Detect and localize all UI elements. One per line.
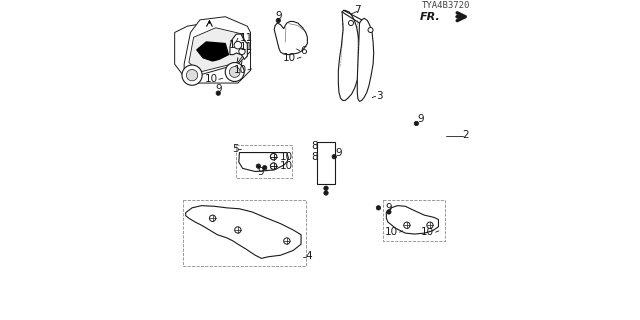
Circle shape [235,227,241,233]
Text: FR.: FR. [419,12,440,22]
Circle shape [182,65,202,85]
Polygon shape [239,153,289,172]
Polygon shape [175,23,250,83]
Text: 10: 10 [283,53,296,63]
Text: 10: 10 [280,161,293,171]
Text: 10: 10 [205,74,218,84]
Circle shape [368,28,373,33]
Polygon shape [189,28,247,72]
Text: 10: 10 [234,65,246,75]
Circle shape [376,206,381,210]
Circle shape [209,215,216,221]
Text: 9: 9 [215,84,221,94]
Circle shape [225,62,244,82]
Polygon shape [357,18,374,101]
Text: TYA4B3720: TYA4B3720 [422,1,470,10]
Text: 7: 7 [354,5,360,15]
Circle shape [239,48,245,55]
Circle shape [256,164,260,168]
Circle shape [229,67,240,77]
Text: 9: 9 [385,203,392,213]
Bar [317,142,335,183]
Text: 5: 5 [232,144,239,154]
Circle shape [332,155,337,159]
Text: 9: 9 [417,114,424,124]
Text: 10: 10 [421,227,435,237]
Text: 11: 11 [240,33,253,43]
Circle shape [414,121,419,126]
Polygon shape [387,206,438,234]
Text: 11: 11 [240,42,253,52]
Polygon shape [274,21,307,55]
Circle shape [324,186,328,190]
Text: 8: 8 [311,152,317,162]
Circle shape [262,165,267,170]
Text: 10: 10 [385,227,398,237]
Circle shape [284,238,290,244]
Polygon shape [230,34,247,59]
Text: 6: 6 [300,46,307,56]
Bar [236,145,292,178]
Circle shape [216,91,221,95]
Circle shape [427,222,433,228]
Text: 9: 9 [257,166,264,177]
Text: 8: 8 [311,141,317,151]
Circle shape [186,69,198,81]
Circle shape [324,191,328,195]
Circle shape [270,154,276,160]
Text: 9: 9 [335,148,342,157]
Text: 9: 9 [275,11,282,21]
Text: 4: 4 [306,251,312,261]
Circle shape [270,163,276,169]
Circle shape [404,222,410,228]
Text: 1: 1 [229,39,236,50]
Bar [383,200,445,241]
Text: 2: 2 [462,130,468,140]
Polygon shape [186,206,301,258]
Circle shape [234,41,242,49]
Polygon shape [184,17,250,77]
Circle shape [387,210,391,214]
Polygon shape [196,42,228,61]
Bar [182,200,306,266]
Text: 3: 3 [376,91,383,101]
Circle shape [270,154,276,160]
Circle shape [270,163,276,169]
Polygon shape [339,10,360,100]
Text: 10: 10 [280,152,293,162]
Circle shape [276,18,280,23]
Circle shape [348,20,353,26]
